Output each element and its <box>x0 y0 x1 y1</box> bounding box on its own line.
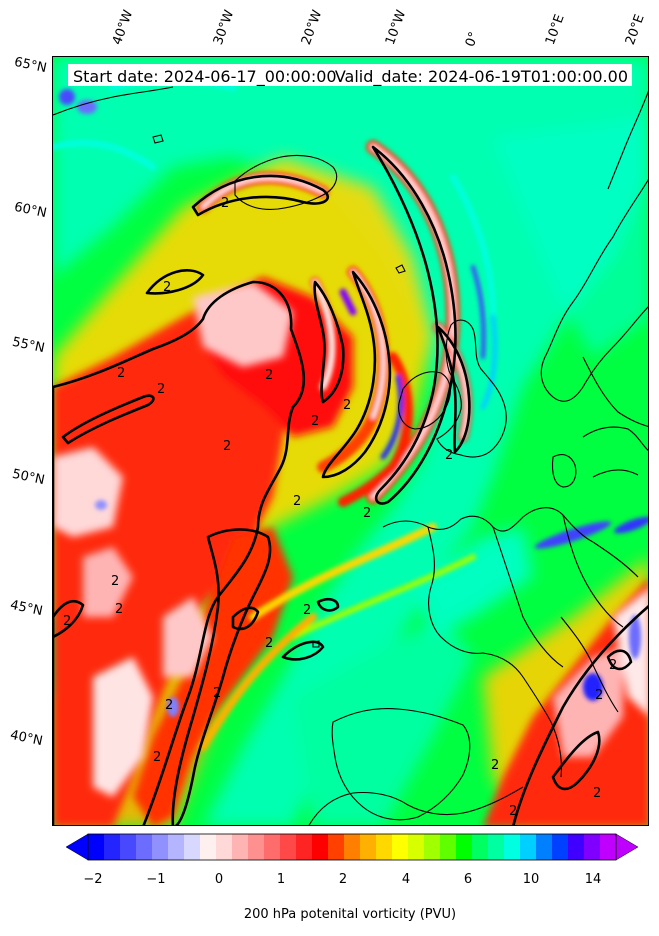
colorbar-segment <box>168 834 185 860</box>
colorbar-segment <box>440 834 457 860</box>
colorbar-segment <box>312 834 329 860</box>
pv-field-graphic: 2 2 2 2 2 2 2 2 2 2 2 2 2 2 2 2 2 2 2 2 … <box>53 57 648 825</box>
pv-2-contours <box>53 145 648 825</box>
colorbar-segment <box>88 834 105 860</box>
svg-text:2: 2 <box>115 602 123 617</box>
colorbar-segment <box>456 834 473 860</box>
svg-text:2: 2 <box>265 636 273 651</box>
lon-label-30w: 30°W <box>210 8 238 47</box>
pv-map: 2 2 2 2 2 2 2 2 2 2 2 2 2 2 2 2 2 2 2 2 … <box>52 56 649 826</box>
colorbar-tick: 0 <box>214 872 224 887</box>
lon-label-10w: 10°W <box>382 8 410 47</box>
colorbar-segment <box>408 834 425 860</box>
colorbar-tick: 4 <box>401 872 411 887</box>
lat-label-65n: 65°N <box>12 54 48 77</box>
lon-label-10e: 10°E <box>542 12 568 48</box>
colorbar-segment <box>600 834 617 860</box>
header-annotation: Start date: 2024-06-17_00:00:00 Valid_da… <box>68 64 632 86</box>
svg-text:2: 2 <box>163 280 171 295</box>
svg-text:2: 2 <box>293 494 301 509</box>
svg-text:2: 2 <box>213 686 221 701</box>
svg-text:2: 2 <box>63 614 71 629</box>
svg-text:2: 2 <box>157 382 165 397</box>
colorbar-segment <box>424 834 441 860</box>
svg-text:2: 2 <box>223 439 231 454</box>
colorbar-segment <box>296 834 313 860</box>
lat-label-60n: 60°N <box>12 199 48 222</box>
colorbar-tick: 14 <box>584 872 602 887</box>
colorbar-frame <box>87 833 617 861</box>
colorbar-tick: 6 <box>463 872 473 887</box>
colorbar-segment <box>584 834 601 860</box>
colorbar-segment <box>344 834 361 860</box>
svg-text:2: 2 <box>445 448 453 463</box>
svg-text:2: 2 <box>111 574 119 589</box>
svg-text:2: 2 <box>117 366 125 381</box>
colorbar-label: 200 hPa potenital vorticity (PVU) <box>243 907 457 922</box>
svg-text:2: 2 <box>509 804 517 819</box>
lon-label-20w: 20°W <box>298 8 326 47</box>
svg-text:2: 2 <box>595 688 603 703</box>
colorbar-tick: −1 <box>146 872 166 887</box>
colorbar-segment <box>232 834 249 860</box>
lat-label-40n: 40°N <box>8 727 44 750</box>
colorbar-min-extension <box>66 833 89 861</box>
colorbar-segment <box>488 834 505 860</box>
svg-text:2: 2 <box>363 506 371 521</box>
colorbar-segment <box>264 834 281 860</box>
colorbar-segment <box>136 834 153 860</box>
coastlines <box>53 86 648 825</box>
lon-label-20e: 20°E <box>622 12 648 48</box>
colorbar-segment <box>552 834 569 860</box>
colorbar-segment <box>120 834 137 860</box>
contour-labels: 2 2 2 2 2 2 2 2 2 2 2 2 2 2 2 2 2 2 2 2 … <box>63 196 617 819</box>
colorbar-segment <box>376 834 393 860</box>
colorbar-segment <box>504 834 521 860</box>
colorbar-tick: 10 <box>522 872 540 887</box>
lat-label-55n: 55°N <box>10 334 46 357</box>
svg-text:2: 2 <box>153 750 161 765</box>
colorbar-segment <box>184 834 201 860</box>
valid-date-label: Valid_date: 2024-06-19T01:00:00.00 <box>334 67 628 86</box>
colorbar-segment <box>328 834 345 860</box>
svg-text:2: 2 <box>609 658 617 673</box>
lat-label-45n: 45°N <box>8 597 44 620</box>
svg-text:2: 2 <box>593 786 601 801</box>
colorbar-segment <box>104 834 121 860</box>
colorbar-max-extension <box>615 833 638 861</box>
colorbar <box>66 833 638 861</box>
svg-text:2: 2 <box>165 698 173 713</box>
svg-text:2: 2 <box>265 368 273 383</box>
colorbar-segment <box>216 834 233 860</box>
lat-label-50n: 50°N <box>10 466 46 489</box>
colorbar-segment <box>520 834 537 860</box>
colorbar-segment <box>472 834 489 860</box>
colorbar-segment <box>392 834 409 860</box>
colorbar-tick: 1 <box>276 872 286 887</box>
colorbar-tick: 2 <box>338 872 348 887</box>
colorbar-segment <box>152 834 169 860</box>
svg-text:2: 2 <box>491 758 499 773</box>
colorbar-segment <box>360 834 377 860</box>
colorbar-tick: −2 <box>83 872 103 887</box>
colorbar-segment <box>200 834 217 860</box>
svg-text:2: 2 <box>221 196 229 211</box>
colorbar-segment <box>248 834 265 860</box>
svg-text:2: 2 <box>303 603 311 618</box>
colorbar-segment <box>536 834 553 860</box>
colorbar-segment <box>280 834 297 860</box>
svg-text:2: 2 <box>343 398 351 413</box>
lon-label-40w: 40°W <box>109 8 137 47</box>
colorbar-segment <box>568 834 585 860</box>
lon-label-0: 0° <box>462 29 483 49</box>
start-date-label: Start date: 2024-06-17_00:00:00 <box>73 67 337 86</box>
svg-text:2: 2 <box>311 414 319 429</box>
